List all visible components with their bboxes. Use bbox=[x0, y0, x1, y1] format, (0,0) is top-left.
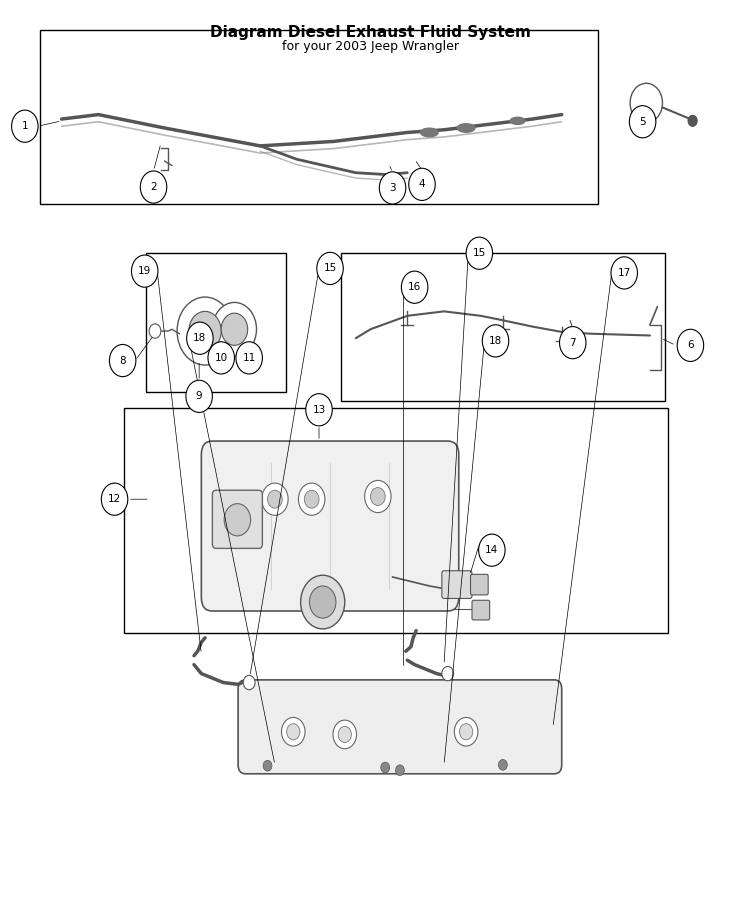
Circle shape bbox=[305, 491, 319, 508]
FancyBboxPatch shape bbox=[471, 574, 488, 595]
Circle shape bbox=[299, 483, 325, 516]
Circle shape bbox=[301, 575, 345, 629]
Text: 7: 7 bbox=[569, 338, 576, 347]
Text: 4: 4 bbox=[419, 179, 425, 189]
Circle shape bbox=[611, 256, 637, 289]
FancyBboxPatch shape bbox=[238, 680, 562, 774]
Circle shape bbox=[442, 667, 453, 680]
Circle shape bbox=[688, 115, 697, 126]
Circle shape bbox=[12, 110, 38, 142]
Circle shape bbox=[110, 345, 136, 377]
Circle shape bbox=[630, 84, 662, 122]
Circle shape bbox=[402, 271, 428, 303]
FancyBboxPatch shape bbox=[146, 253, 286, 392]
Text: 3: 3 bbox=[389, 183, 396, 193]
Circle shape bbox=[629, 105, 656, 138]
Circle shape bbox=[262, 483, 288, 516]
Text: 9: 9 bbox=[196, 392, 202, 401]
Text: 2: 2 bbox=[150, 182, 157, 192]
Circle shape bbox=[268, 491, 282, 508]
Circle shape bbox=[187, 322, 213, 355]
Circle shape bbox=[459, 724, 473, 740]
Text: 1: 1 bbox=[21, 122, 28, 131]
Text: 15: 15 bbox=[473, 248, 486, 258]
Circle shape bbox=[396, 765, 405, 776]
Circle shape bbox=[310, 586, 336, 618]
Circle shape bbox=[282, 717, 305, 746]
Circle shape bbox=[338, 726, 351, 742]
Text: 8: 8 bbox=[119, 356, 126, 365]
Circle shape bbox=[479, 534, 505, 566]
Circle shape bbox=[454, 717, 478, 746]
Circle shape bbox=[177, 297, 233, 365]
Text: 16: 16 bbox=[408, 283, 421, 293]
Circle shape bbox=[466, 237, 493, 269]
Circle shape bbox=[224, 504, 250, 536]
Circle shape bbox=[189, 311, 222, 351]
Circle shape bbox=[102, 483, 127, 516]
FancyBboxPatch shape bbox=[213, 491, 262, 548]
Circle shape bbox=[482, 325, 509, 357]
Text: 14: 14 bbox=[485, 545, 499, 555]
Circle shape bbox=[677, 329, 704, 362]
Text: 6: 6 bbox=[687, 340, 694, 350]
Circle shape bbox=[140, 171, 167, 203]
Text: for your 2003 Jeep Wrangler: for your 2003 Jeep Wrangler bbox=[282, 40, 459, 53]
Text: 12: 12 bbox=[108, 494, 122, 504]
Text: 17: 17 bbox=[617, 268, 631, 278]
Ellipse shape bbox=[457, 123, 475, 132]
Text: 5: 5 bbox=[639, 117, 646, 127]
Circle shape bbox=[317, 252, 343, 284]
Circle shape bbox=[149, 324, 161, 338]
Circle shape bbox=[409, 168, 435, 201]
Circle shape bbox=[186, 380, 213, 412]
Circle shape bbox=[499, 760, 508, 770]
Circle shape bbox=[559, 327, 586, 359]
Circle shape bbox=[379, 172, 406, 204]
FancyBboxPatch shape bbox=[39, 30, 599, 204]
FancyBboxPatch shape bbox=[341, 253, 665, 400]
Circle shape bbox=[236, 342, 262, 374]
FancyBboxPatch shape bbox=[124, 408, 668, 634]
Text: 18: 18 bbox=[489, 336, 502, 346]
Text: 11: 11 bbox=[242, 353, 256, 363]
Text: 15: 15 bbox=[323, 264, 336, 274]
Text: 13: 13 bbox=[313, 405, 325, 415]
FancyBboxPatch shape bbox=[472, 600, 490, 620]
FancyBboxPatch shape bbox=[442, 571, 472, 598]
Circle shape bbox=[306, 393, 332, 426]
Text: 10: 10 bbox=[215, 353, 227, 363]
Circle shape bbox=[131, 255, 158, 287]
Text: Diagram Diesel Exhaust Fluid System: Diagram Diesel Exhaust Fluid System bbox=[210, 25, 531, 40]
Text: 18: 18 bbox=[193, 333, 207, 343]
Circle shape bbox=[370, 488, 385, 506]
Ellipse shape bbox=[420, 128, 438, 137]
Circle shape bbox=[263, 760, 272, 771]
Circle shape bbox=[365, 481, 391, 513]
Circle shape bbox=[381, 762, 390, 773]
Circle shape bbox=[243, 675, 255, 689]
Ellipse shape bbox=[511, 117, 525, 124]
FancyBboxPatch shape bbox=[202, 441, 459, 611]
Circle shape bbox=[333, 720, 356, 749]
Text: 19: 19 bbox=[138, 266, 151, 276]
Circle shape bbox=[287, 724, 300, 740]
Circle shape bbox=[213, 302, 256, 356]
Circle shape bbox=[222, 313, 247, 346]
Circle shape bbox=[208, 342, 234, 374]
